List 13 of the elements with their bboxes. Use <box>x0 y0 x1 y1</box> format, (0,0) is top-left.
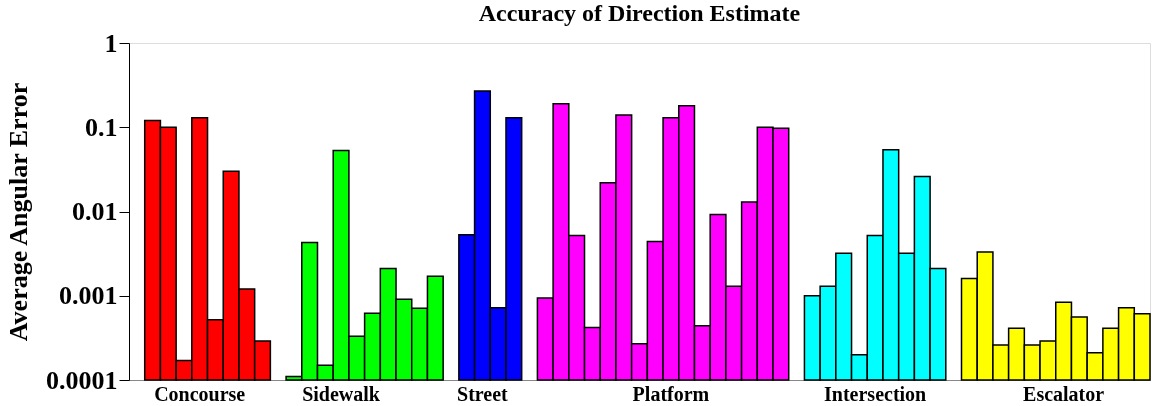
y-tick-label: 1 <box>104 28 118 58</box>
x-tick-label: Escalator <box>1023 382 1105 405</box>
y-tick-label: 0.01 <box>72 197 118 226</box>
x-tick-label: Concourse <box>154 382 246 405</box>
y-tick-label: 0.1 <box>85 112 118 142</box>
y-tick-label: 0.001 <box>59 281 118 311</box>
chart-title: Accuracy of Direction Estimate <box>478 0 801 26</box>
x-tick-label: Platform <box>632 382 710 405</box>
x-tick-label: Sidewalk <box>302 382 381 405</box>
x-tick-label: Street <box>457 382 509 405</box>
y-tick-label: 0.0001 <box>46 365 118 395</box>
y-axis-title: Average Angular Error <box>4 82 33 342</box>
x-tick-label: Intersection <box>824 382 927 405</box>
